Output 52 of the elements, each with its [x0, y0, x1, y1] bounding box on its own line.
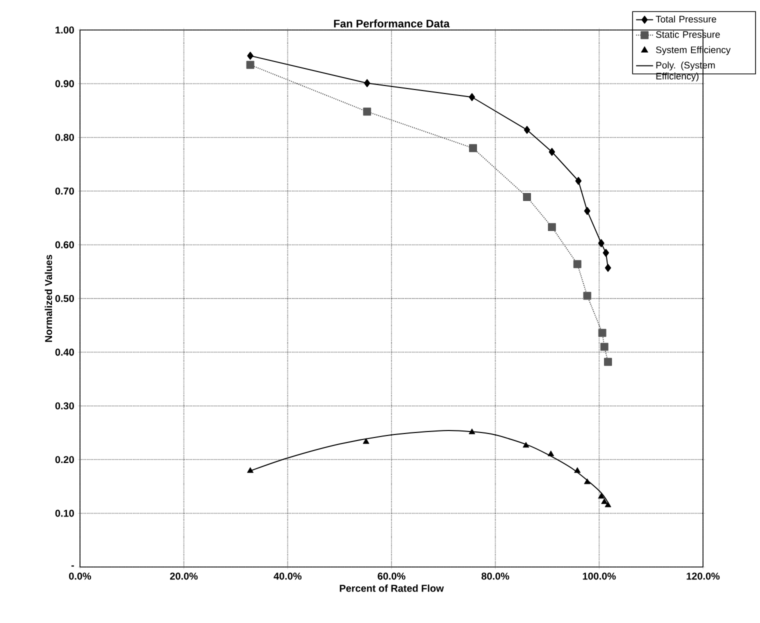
y-tick-label: 0.10 [55, 510, 74, 517]
point [246, 60, 254, 69]
point [247, 467, 254, 473]
point [602, 248, 610, 257]
point [600, 342, 608, 351]
y-tick-label: 0.90 [55, 80, 74, 88]
point [468, 93, 476, 102]
point [523, 193, 531, 201]
y-tick-label: - [71, 565, 74, 567]
point [548, 223, 556, 232]
point [522, 442, 530, 448]
point [575, 176, 582, 185]
point [524, 126, 530, 134]
point [584, 478, 590, 484]
point [598, 328, 606, 337]
point [468, 428, 476, 434]
point [604, 358, 612, 366]
x-axis-title: Percent of Rated Flow [340, 584, 444, 592]
x-tick-label: 80.0% [482, 572, 510, 580]
point [598, 239, 604, 248]
point [601, 498, 608, 504]
point [548, 450, 554, 456]
y-tick-label: 0.70 [55, 188, 74, 195]
y-tick-label: 0.50 [55, 294, 74, 302]
chart-title: Fan Performance Data [334, 19, 450, 28]
x-tick-label: 120.0% [686, 572, 720, 580]
x-tick-label: 60.0% [378, 572, 406, 580]
point [574, 467, 581, 473]
point [573, 260, 582, 268]
y-tick-label: 0.40 [55, 348, 74, 356]
point [583, 292, 592, 300]
legend-label: Total Pressure [656, 16, 716, 23]
point [604, 264, 612, 272]
y-tick-label: 0.30 [55, 402, 74, 410]
x-tick-label: 0.0% [69, 572, 92, 580]
y-tick-label: 0.20 [55, 456, 74, 464]
y-tick-label: 1.00 [56, 26, 74, 34]
y-tick-label: 0.80 [55, 134, 74, 141]
x-tick-label: 20.0% [170, 572, 198, 580]
point [584, 206, 590, 215]
point [598, 492, 604, 499]
point [604, 502, 612, 508]
x-tick-label: 100.0% [582, 572, 616, 580]
y-axis-title: Normalized Values [44, 254, 52, 342]
point [362, 438, 370, 444]
point [247, 52, 254, 60]
point [364, 79, 370, 88]
point [363, 108, 372, 116]
y-tick-label: 0.60 [55, 241, 74, 248]
x-tick-label: 40.0% [274, 572, 302, 580]
point [548, 148, 556, 156]
point [469, 144, 478, 152]
